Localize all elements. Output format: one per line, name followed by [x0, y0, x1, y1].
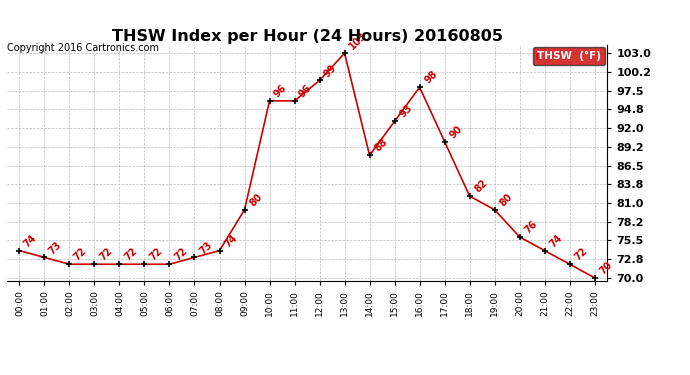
Text: 72: 72 — [122, 246, 139, 263]
Text: 80: 80 — [247, 192, 264, 208]
Text: 74: 74 — [547, 232, 564, 249]
Title: THSW Index per Hour (24 Hours) 20160805: THSW Index per Hour (24 Hours) 20160805 — [112, 29, 502, 44]
Text: 74: 74 — [222, 232, 239, 249]
Text: 72: 72 — [147, 246, 164, 263]
Text: 88: 88 — [373, 137, 389, 154]
Text: 76: 76 — [522, 219, 539, 236]
Text: 80: 80 — [497, 192, 514, 208]
Legend: THSW  (°F): THSW (°F) — [533, 47, 605, 66]
Text: 82: 82 — [473, 178, 489, 195]
Text: 72: 72 — [72, 246, 89, 263]
Text: 74: 74 — [22, 232, 39, 249]
Text: 93: 93 — [397, 103, 414, 120]
Text: 96: 96 — [273, 83, 289, 99]
Text: 103: 103 — [347, 30, 368, 52]
Text: 73: 73 — [197, 239, 214, 256]
Text: Copyright 2016 Cartronics.com: Copyright 2016 Cartronics.com — [7, 43, 159, 53]
Text: 72: 72 — [573, 246, 589, 263]
Text: 73: 73 — [47, 239, 63, 256]
Text: 72: 72 — [97, 246, 114, 263]
Text: 99: 99 — [322, 62, 339, 79]
Text: 72: 72 — [172, 246, 189, 263]
Text: 98: 98 — [422, 69, 439, 86]
Text: 96: 96 — [297, 83, 314, 99]
Text: 70: 70 — [598, 260, 614, 276]
Text: 90: 90 — [447, 124, 464, 140]
